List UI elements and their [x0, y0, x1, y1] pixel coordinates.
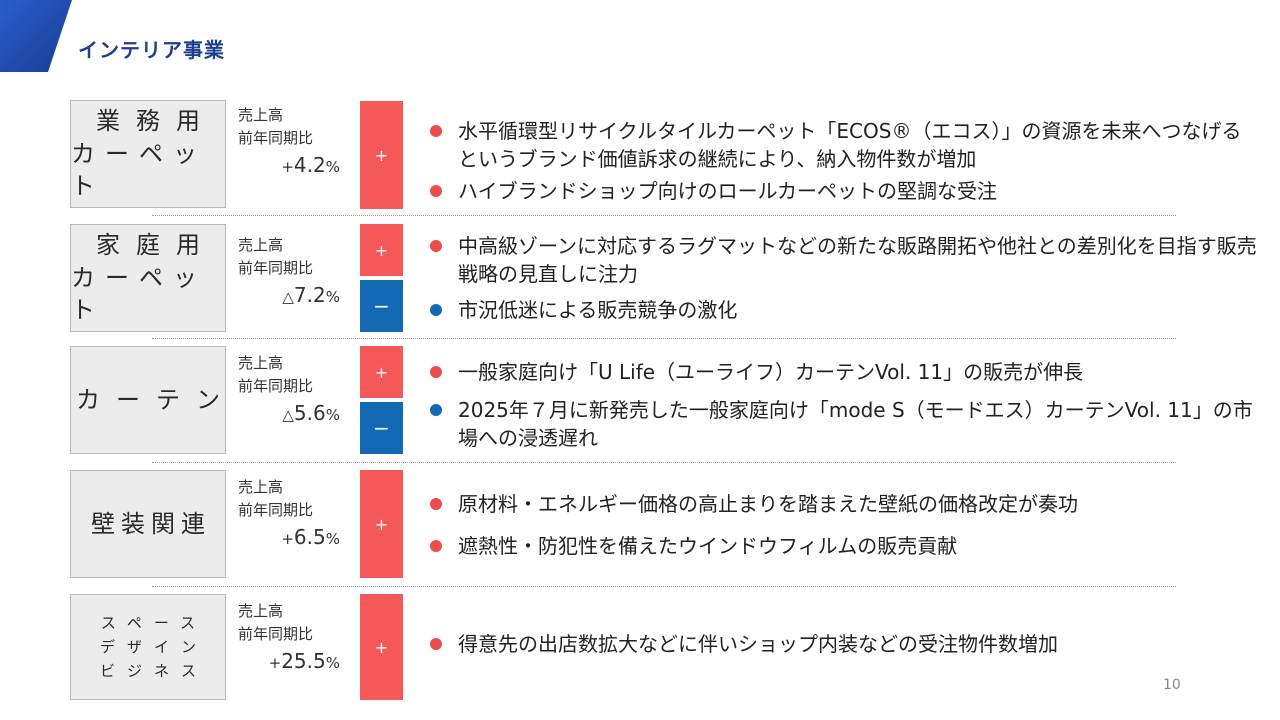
yoy-number: 7.2	[293, 283, 326, 307]
yoy-sign: △	[282, 288, 294, 306]
bullet-text: 市況低迷による販売競争の激化	[458, 298, 738, 322]
minus-indicator: −	[360, 402, 403, 454]
plus-indicator: +	[360, 224, 403, 276]
sales-yoy-metric: 売上高 前年同期比 △7.2%	[238, 234, 348, 309]
bullet-text: 原材料・エネルギー価格の高止まりを踏まえた壁紙の価格改定が奏功	[458, 492, 1078, 516]
plus-indicator: +	[360, 346, 403, 398]
metric-label: 前年同期比	[238, 501, 314, 519]
bullet-list: 中高級ゾーンに対応するラグマットなどの新たな販路開拓や他社との差別化を目指す販売…	[428, 232, 1258, 324]
bullet-list: 原材料・エネルギー価格の高止まりを踏まえた壁紙の価格改定が奏功 遮熱性・防犯性を…	[428, 490, 1258, 560]
bullet-text: 中高級ゾーンに対応するラグマットなどの新たな販路開拓や他社との差別化を目指す販売…	[458, 234, 1257, 286]
sales-yoy-metric: 売上高 前年同期比 +25.5%	[238, 600, 348, 675]
category-label-line: カーテン	[76, 385, 236, 414]
category-label: 家庭用 カーペット	[70, 224, 226, 332]
yoy-unit: %	[325, 530, 340, 548]
category-label-line: デザイン	[99, 638, 208, 656]
yoy-number: 5.6	[293, 401, 326, 425]
sales-yoy-metric: 売上高 前年同期比 +6.5%	[238, 476, 348, 551]
yoy-sign: +	[281, 158, 294, 176]
red-dot-icon	[430, 240, 442, 252]
red-dot-icon	[430, 498, 442, 510]
metric-label: 売上高	[238, 236, 284, 254]
yoy-number: 4.2	[293, 153, 326, 177]
row-divider	[152, 462, 1176, 463]
bullet-text: 得意先の出店数拡大などに伴いショップ内装などの受注物件数増加	[458, 632, 1058, 656]
bullet-positive: 原材料・エネルギー価格の高止まりを踏まえた壁紙の価格改定が奏功	[428, 490, 1258, 518]
category-label-line: カーペット	[71, 139, 207, 201]
yoy-sign: +	[281, 530, 294, 548]
yoy-sign: △	[282, 406, 294, 424]
category-label: 壁装関連	[70, 470, 226, 578]
red-dot-icon	[430, 540, 442, 552]
yoy-unit: %	[325, 654, 340, 672]
yoy-value: +4.2%	[238, 154, 340, 179]
metric-label: 売上高	[238, 602, 284, 620]
metric-label: 前年同期比	[238, 625, 314, 643]
bullet-positive: 得意先の出店数拡大などに伴いショップ内装などの受注物件数増加	[428, 630, 1258, 658]
metric-label: 売上高	[238, 478, 284, 496]
bullet-positive: 中高級ゾーンに対応するラグマットなどの新たな販路開拓や他社との差別化を目指す販売…	[428, 232, 1258, 288]
row-divider	[152, 215, 1176, 216]
bullet-text: ハイブランドショップ向けのロールカーペットの堅調な受注	[458, 179, 997, 203]
bullet-list: 得意先の出店数拡大などに伴いショップ内装などの受注物件数増加	[428, 630, 1258, 658]
plus-indicator: +	[360, 101, 403, 209]
bullet-negative: 市況低迷による販売競争の激化	[428, 296, 1258, 324]
sales-yoy-metric: 売上高 前年同期比 +4.2%	[238, 104, 348, 179]
metric-label: 前年同期比	[238, 377, 314, 395]
category-label: スペース デザイン ビジネス	[70, 594, 226, 700]
plus-indicator: +	[360, 470, 403, 578]
category-label: カーテン	[70, 346, 226, 454]
metric-label: 前年同期比	[238, 259, 314, 277]
yoy-unit: %	[325, 406, 340, 424]
yoy-number: 25.5	[281, 649, 326, 673]
minus-indicator: −	[360, 280, 403, 332]
title-accent-shape	[0, 0, 72, 72]
category-label-line: 壁装関連	[91, 509, 211, 538]
yoy-unit: %	[325, 288, 340, 306]
blue-dot-icon	[430, 404, 442, 416]
bullet-text: 遮熱性・防犯性を備えたウインドウフィルムの販売貢献	[458, 534, 958, 558]
row-divider	[152, 338, 1176, 339]
yoy-value: △7.2%	[238, 284, 340, 309]
red-dot-icon	[430, 185, 442, 197]
sales-yoy-metric: 売上高 前年同期比 △5.6%	[238, 352, 348, 427]
yoy-sign: +	[268, 654, 282, 672]
row-divider	[152, 586, 1176, 587]
bullet-text: 水平循環型リサイクルタイルカーペット「ECOS®（エコス）」の資源を未来へつなげ…	[458, 119, 1242, 171]
bullet-list: 水平循環型リサイクルタイルカーペット「ECOS®（エコス）」の資源を未来へつなげ…	[428, 117, 1258, 205]
yoy-number: 6.5	[293, 525, 326, 549]
bullet-text: 一般家庭向け「U Life（ユーライフ）カーテンVol. 11」の販売が伸長	[458, 360, 1084, 384]
bullet-positive: 遮熱性・防犯性を備えたウインドウフィルムの販売貢献	[428, 532, 1258, 560]
bullet-positive: ハイブランドショップ向けのロールカーペットの堅調な受注	[428, 177, 1258, 205]
red-dot-icon	[430, 366, 442, 378]
bullet-text: 2025年７月に新発売した一般家庭向け「mode S（モードエス）カーテンVol…	[458, 398, 1253, 450]
bullet-negative: 2025年７月に新発売した一般家庭向け「mode S（モードエス）カーテンVol…	[428, 396, 1258, 452]
red-dot-icon	[430, 638, 442, 650]
metric-label: 売上高	[238, 106, 284, 124]
metric-label: 売上高	[238, 354, 284, 372]
category-label: 業務用 カーペット	[70, 100, 226, 208]
bullet-positive: 水平循環型リサイクルタイルカーペット「ECOS®（エコス）」の資源を未来へつなげ…	[428, 117, 1258, 173]
yoy-value: △5.6%	[238, 402, 340, 427]
bullet-list: 一般家庭向け「U Life（ユーライフ）カーテンVol. 11」の販売が伸長 2…	[428, 358, 1258, 452]
category-label-line: ビジネス	[99, 662, 208, 680]
blue-dot-icon	[430, 304, 442, 316]
yoy-value: +6.5%	[238, 526, 340, 551]
category-label-line: カーペット	[71, 263, 207, 325]
bullet-positive: 一般家庭向け「U Life（ユーライフ）カーテンVol. 11」の販売が伸長	[428, 358, 1258, 386]
yoy-value: +25.5%	[238, 650, 340, 675]
page-title: インテリア事業	[78, 38, 225, 62]
red-dot-icon	[430, 125, 442, 137]
plus-indicator: +	[360, 594, 403, 700]
category-label-line: スペース	[100, 614, 208, 632]
page-number: 10	[1163, 677, 1181, 693]
category-label-line: 家庭用	[96, 231, 216, 260]
category-label-line: 業務用	[96, 107, 216, 136]
metric-label: 前年同期比	[238, 129, 314, 147]
yoy-unit: %	[325, 158, 340, 176]
